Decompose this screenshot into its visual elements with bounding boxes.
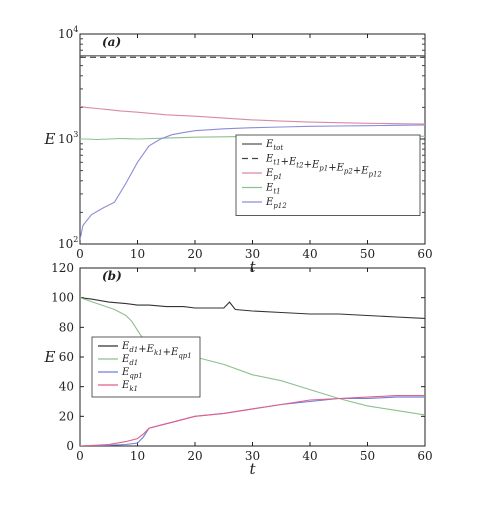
y-tick-exponent: 4	[73, 25, 78, 34]
panel-b: 0 10 20 30 40 50 60020406080100120tE(b)Ed1+Ek1…	[44, 261, 433, 478]
series-line-4	[80, 124, 425, 240]
y-tick-exponent: 2	[73, 235, 78, 244]
legend-text-subscript: t1	[273, 159, 280, 167]
y-tick-label: 20	[59, 409, 74, 423]
y-tick-label: 103	[58, 130, 78, 146]
legend-text-base: E	[121, 380, 130, 391]
y-tick-label: 120	[51, 261, 74, 275]
legend-box	[91, 336, 201, 398]
x-axis-label: t	[249, 460, 256, 478]
legend-text-subscript: qp1	[178, 352, 191, 360]
legend-text-subscript: p1	[273, 173, 282, 181]
legend-text-subscript: qp1	[129, 372, 142, 380]
legend-text-base: +E	[304, 160, 320, 171]
x-tick-label: 40	[302, 449, 317, 463]
legend-entry: Ep12	[265, 197, 287, 210]
x-tick-label: 60	[417, 247, 432, 261]
legend-text-base: E	[265, 139, 274, 150]
legend-text-base: +E	[163, 347, 179, 358]
y-tick-label: 0	[66, 439, 74, 453]
x-tick-label: 30	[245, 449, 260, 463]
legend-text-base: E	[121, 367, 130, 378]
x-tick-label: 10	[130, 247, 145, 261]
legend-text-base: +E	[281, 157, 297, 168]
legend-text-subscript: p1	[319, 165, 328, 173]
legend-text-subscript: t1	[273, 188, 280, 196]
y-axis-label: E	[44, 348, 56, 366]
panel-label: (b)	[102, 269, 122, 283]
legend-text-base: +E	[328, 163, 344, 174]
legend-entry: Et1	[265, 183, 281, 196]
legend-text-base: E	[265, 183, 274, 194]
legend-text-base: +E	[138, 344, 154, 355]
y-tick-base: 10	[58, 27, 73, 41]
x-tick-label: 0	[76, 247, 84, 261]
legend-text-subscript: t2	[296, 162, 304, 170]
legend-text-subscript: k1	[154, 349, 163, 357]
legend-text-subscript: p2	[344, 168, 353, 176]
y-tick-label: 60	[59, 350, 74, 364]
x-tick-label: 10	[130, 449, 145, 463]
legend-text-base: E	[121, 354, 130, 365]
y-tick-base: 10	[58, 132, 73, 146]
y-tick-base: 10	[58, 237, 73, 251]
y-tick-label: 100	[51, 291, 74, 305]
legend-text-base: +E	[353, 166, 369, 177]
legend-text-base: E	[265, 197, 274, 208]
x-tick-label: 50	[360, 247, 375, 261]
legend-entry: Ep1	[265, 168, 282, 181]
legend-entry: Et1+Et2+Ep1+Ep2+Ep12	[265, 154, 382, 179]
legend-text-subscript: k1	[129, 385, 138, 393]
series-line-2	[80, 396, 425, 446]
y-tick-label: 102	[58, 235, 78, 251]
legend-entry: Ek1	[121, 380, 138, 393]
legend-entry: Etot	[265, 139, 283, 152]
x-tick-label: 20	[187, 449, 202, 463]
legend-text-subscript: d1	[129, 359, 138, 367]
legend-entry: Ed1	[121, 354, 138, 367]
legend-text-subscript: tot	[273, 144, 283, 152]
legend-text-subscript: d1	[129, 346, 138, 354]
series-line-2	[80, 105, 425, 125]
legend-text-subscript: p12	[369, 171, 383, 179]
x-tick-label: 30	[245, 247, 260, 261]
y-axis-label: E	[44, 130, 56, 148]
y-tick-label: 80	[59, 320, 74, 334]
legend-entry: Eqp1	[121, 367, 143, 380]
x-axis-label: t	[249, 258, 256, 276]
legend-text-base: E	[265, 168, 274, 179]
series-line-3	[80, 395, 425, 446]
y-tick-label: 104	[58, 25, 78, 41]
x-tick-label: 60	[417, 449, 432, 463]
y-tick-label: 40	[59, 380, 74, 394]
x-tick-label: 40	[302, 247, 317, 261]
series-line-0	[80, 297, 425, 319]
x-tick-label: 0	[76, 449, 84, 463]
legend-entry: Ed1+Ek1+Eqp1	[121, 341, 192, 360]
panel-a: 0 10 20 30 40 50 60102103104tE(a)EtotEt1+Et2+E…	[44, 25, 433, 276]
y-tick-exponent: 3	[73, 130, 78, 139]
legend-text-base: E	[121, 341, 130, 352]
panel-label: (a)	[102, 35, 121, 49]
legend-text-base: E	[265, 154, 274, 165]
x-tick-label: 20	[187, 247, 202, 261]
legend-text-subscript: p12	[273, 202, 287, 210]
x-tick-label: 50	[360, 449, 375, 463]
legend-box	[235, 134, 421, 216]
